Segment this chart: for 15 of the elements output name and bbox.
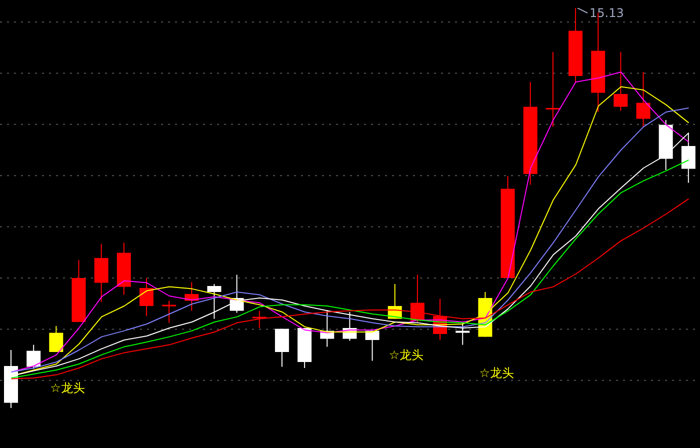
candlestick	[456, 322, 470, 346]
candlestick	[49, 326, 64, 352]
candlestick	[162, 300, 176, 324]
candlestick	[365, 330, 380, 362]
annotation: 15.13	[590, 6, 624, 20]
candlestick	[26, 344, 41, 370]
candlestick	[614, 52, 628, 112]
candlestick	[546, 52, 560, 128]
candlestick	[274, 328, 289, 368]
candlestick	[139, 278, 154, 316]
text: ☆龙头	[50, 381, 85, 395]
candlestick	[207, 284, 222, 320]
text: ☆龙头	[479, 366, 514, 380]
text: ☆龙头	[388, 348, 424, 362]
candlestick	[636, 72, 650, 128]
